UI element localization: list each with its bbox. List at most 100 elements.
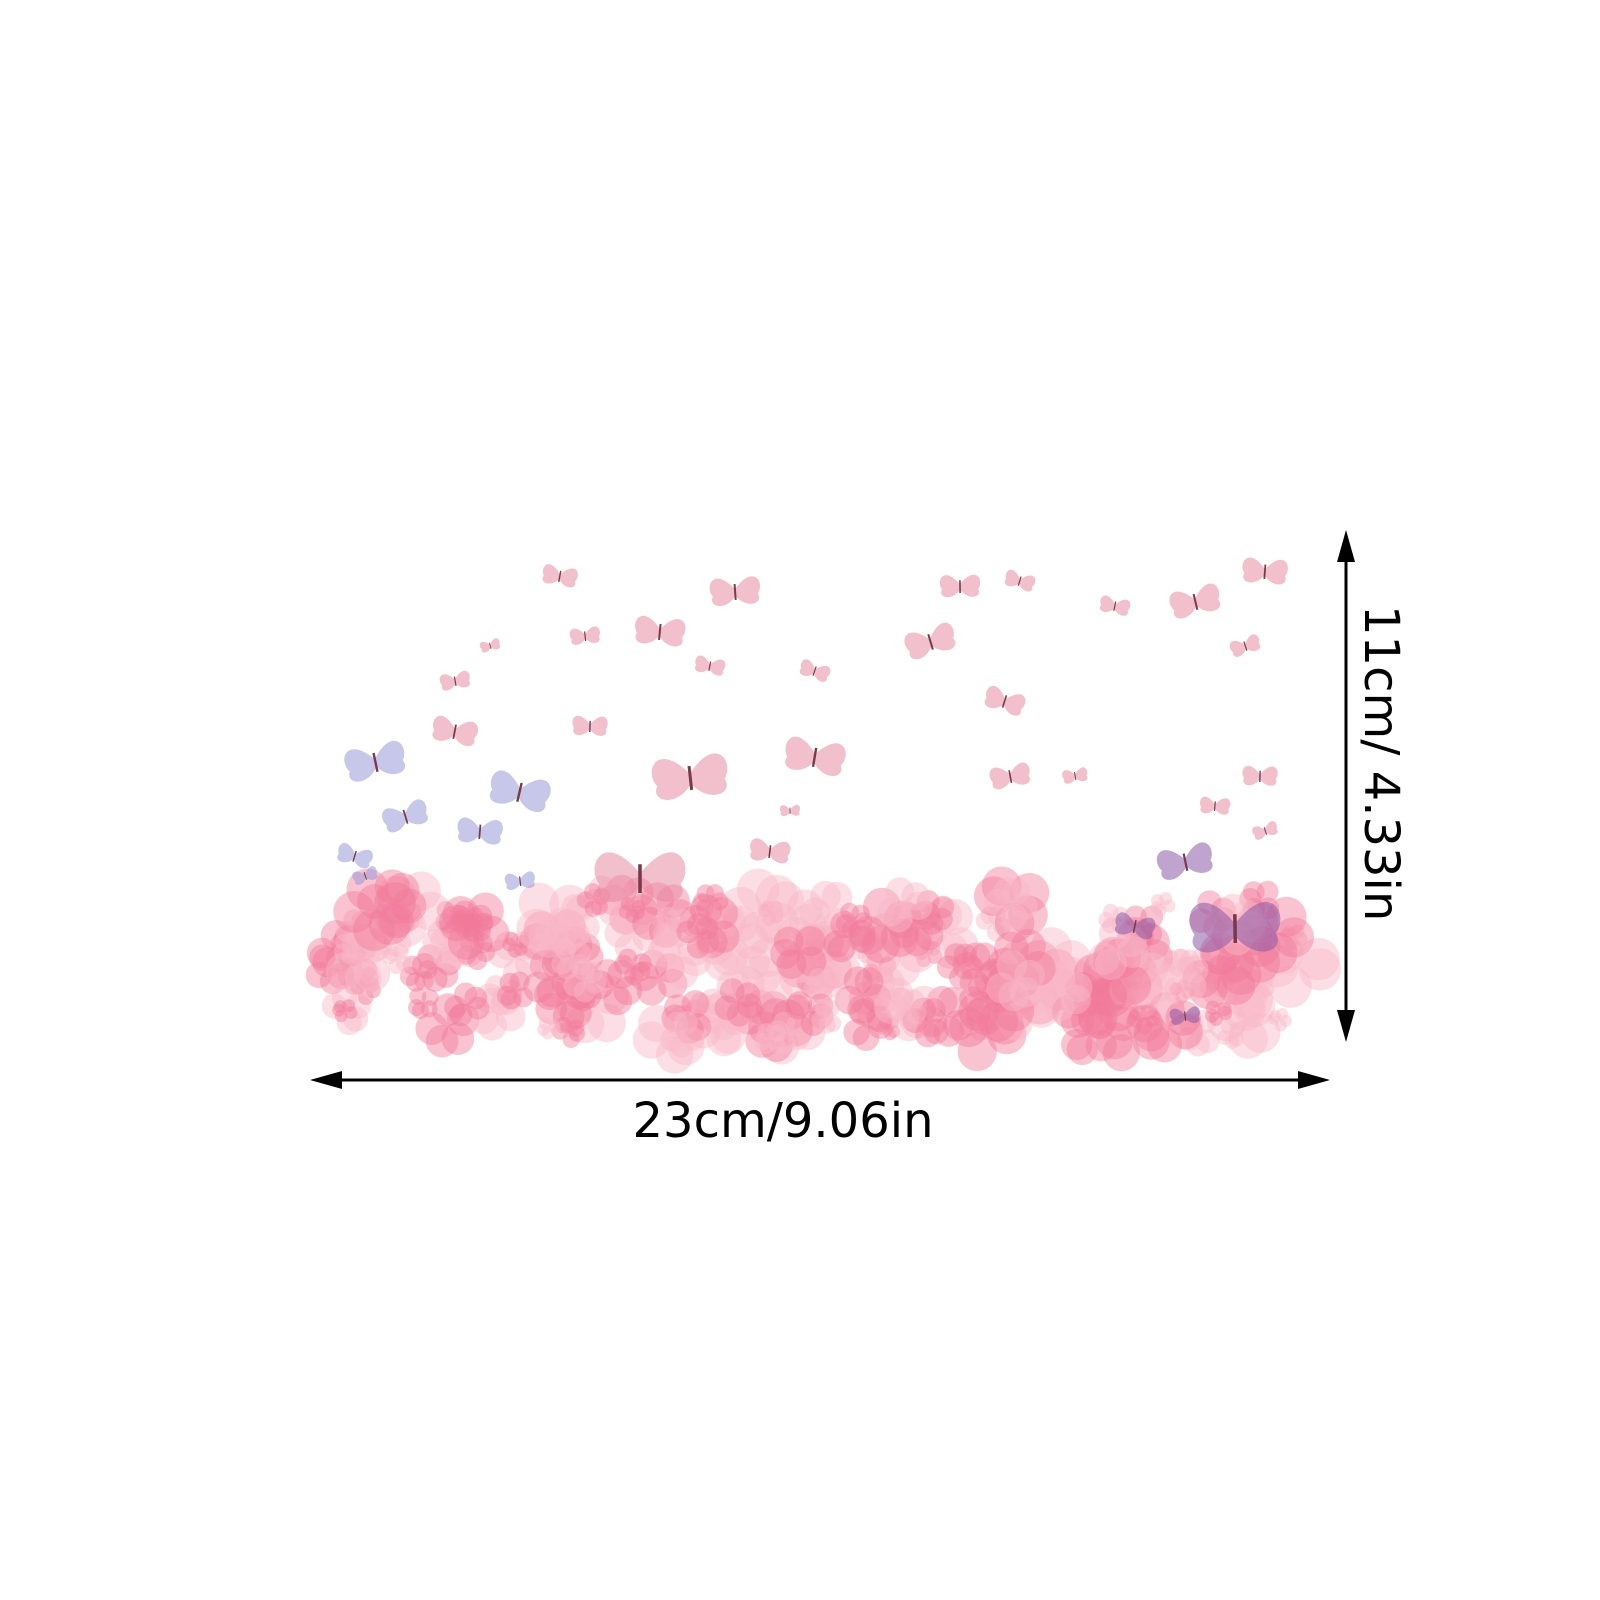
flower — [632, 1004, 705, 1074]
width-label: 23cm/9.06in — [632, 1093, 934, 1149]
butterfly — [989, 762, 1030, 790]
butterfly — [695, 655, 726, 676]
flower — [435, 901, 469, 934]
flower — [889, 900, 944, 957]
width-dimension-arrow — [310, 1071, 1330, 1089]
flower — [1206, 979, 1281, 1059]
flower — [785, 991, 834, 1036]
flower — [975, 905, 1012, 942]
flower — [999, 940, 1081, 1025]
butterfly — [651, 753, 728, 800]
flower — [952, 942, 1008, 997]
butterfly — [479, 638, 501, 653]
flower — [913, 939, 943, 968]
butterfly — [572, 715, 608, 736]
butterfly — [504, 871, 535, 891]
flower — [803, 968, 843, 1007]
flower — [902, 997, 949, 1048]
flower — [547, 929, 604, 984]
butterfly — [489, 770, 551, 813]
butterfly — [1115, 912, 1156, 940]
flower — [936, 943, 984, 990]
flower — [834, 966, 892, 1024]
flower — [438, 892, 510, 960]
flower — [1199, 951, 1276, 1032]
flower — [551, 1016, 586, 1049]
flower — [551, 939, 591, 980]
flower — [613, 948, 652, 986]
flower — [1162, 948, 1191, 977]
flower — [1013, 970, 1053, 1009]
flower — [399, 955, 438, 992]
flower — [1061, 1004, 1117, 1066]
butterfly — [1189, 901, 1281, 953]
flower — [519, 909, 593, 978]
flower — [873, 977, 942, 1042]
flower — [748, 998, 814, 1062]
flower — [719, 868, 800, 953]
flower — [373, 871, 451, 948]
flower — [537, 1017, 561, 1040]
butterfly — [1062, 767, 1088, 784]
flower — [444, 982, 490, 1027]
butterfly — [439, 670, 470, 691]
flower — [697, 904, 769, 976]
flower — [959, 1005, 997, 1041]
flower — [516, 882, 591, 958]
flower — [848, 965, 916, 1030]
flower — [770, 926, 827, 979]
butterfly — [594, 852, 686, 902]
flower — [1169, 979, 1194, 1004]
flower — [843, 998, 894, 1051]
flower — [714, 978, 762, 1027]
flower — [647, 929, 712, 989]
flower — [547, 893, 600, 948]
flower — [448, 900, 493, 943]
flower — [984, 877, 1038, 931]
flower — [877, 877, 933, 933]
flower — [585, 959, 643, 1016]
butterfly — [1156, 842, 1213, 880]
flower — [911, 897, 979, 969]
flower — [306, 920, 368, 978]
flower — [468, 983, 526, 1041]
flower — [604, 906, 661, 962]
flower — [909, 890, 955, 935]
flower — [701, 991, 751, 1041]
flower — [835, 902, 873, 939]
flower — [357, 869, 427, 939]
flower — [576, 883, 610, 918]
flower — [333, 931, 363, 965]
flower — [758, 900, 784, 926]
flower — [916, 986, 974, 1047]
flower — [451, 909, 482, 938]
flower — [949, 995, 1027, 1072]
flower — [321, 984, 372, 1036]
flower — [456, 932, 496, 971]
butterfly — [799, 659, 831, 682]
flower — [555, 962, 602, 1012]
flower — [987, 929, 1056, 998]
flower — [1177, 947, 1216, 985]
butterfly — [344, 740, 405, 782]
flower — [430, 917, 483, 972]
butterfly — [457, 817, 503, 845]
flower — [556, 969, 630, 1044]
flower — [1127, 1003, 1161, 1035]
flower — [305, 944, 354, 995]
flower — [862, 951, 897, 985]
flower — [1082, 937, 1164, 1018]
flower — [388, 899, 422, 933]
flower — [823, 910, 876, 963]
flower — [861, 912, 937, 987]
flower — [1150, 892, 1176, 917]
height-label: 11cm/ 4.33in — [1353, 605, 1409, 922]
flower — [741, 937, 820, 1011]
flower — [1256, 932, 1342, 1008]
flower — [481, 975, 523, 1016]
flower — [422, 920, 472, 969]
flower — [876, 1016, 901, 1041]
butterfly — [750, 838, 791, 864]
flower — [1076, 980, 1113, 1016]
